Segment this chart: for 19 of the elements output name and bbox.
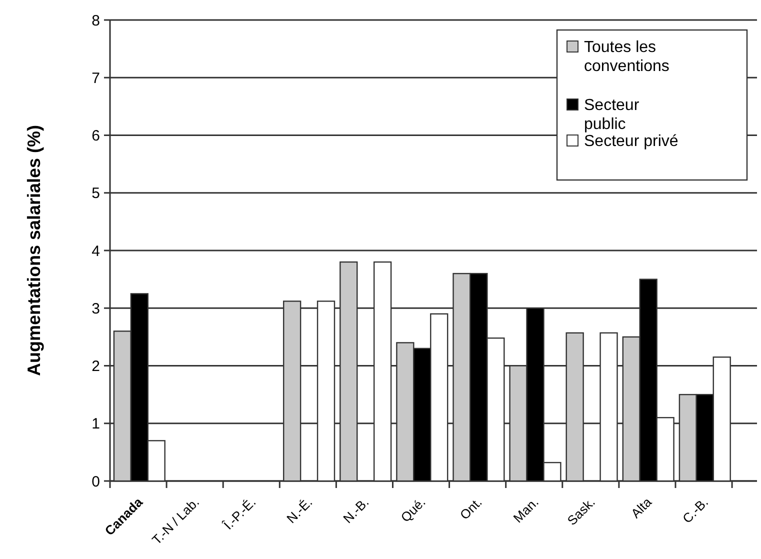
legend-label: Secteur public xyxy=(584,97,640,133)
y-tick-label: 4 xyxy=(92,242,100,260)
x-tick-label: Man. xyxy=(510,494,542,526)
legend-label: Toutes les conventions xyxy=(584,39,670,75)
y-tick-label: 5 xyxy=(92,185,100,202)
y-tick-label: 0 xyxy=(92,473,100,490)
y-tick-label: 8 xyxy=(92,12,100,30)
x-tick-label: Ont. xyxy=(456,494,485,522)
x-tick-label: Alta xyxy=(628,494,656,521)
legend-label: Secteur privé xyxy=(584,133,678,150)
y-tick-label: 1 xyxy=(92,416,100,433)
y-tick-label: 6 xyxy=(92,128,100,144)
x-tick-label: T.-N / Lab. xyxy=(149,494,202,548)
y-axis-title: Augmentations salariales (%) xyxy=(24,124,44,376)
y-tick-label: 3 xyxy=(92,300,100,318)
y-tick-label: 2 xyxy=(92,358,100,375)
x-tick-label: C.-B. xyxy=(679,494,712,526)
x-tick-label: Qué. xyxy=(398,494,428,526)
y-tick-label: 7 xyxy=(92,70,100,87)
